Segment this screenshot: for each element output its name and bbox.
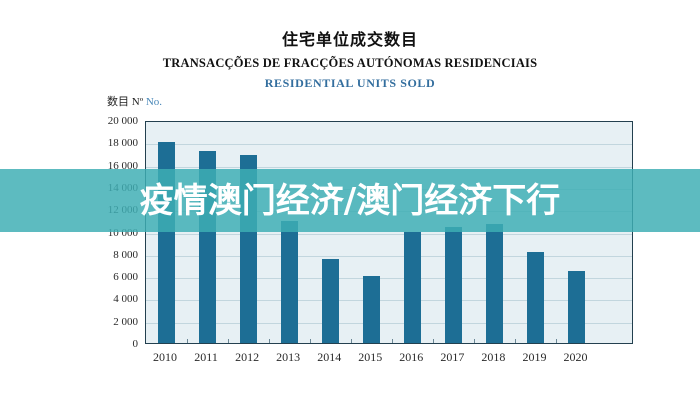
bar-2017	[444, 227, 462, 343]
gridline	[146, 278, 632, 280]
chart-title-chinese: 住宅单位成交数目	[281, 30, 418, 49]
x-axis-minor-tick	[227, 339, 229, 343]
bar-2014	[321, 259, 339, 343]
x-axis-minor-tick	[432, 339, 434, 343]
x-axis-minor-tick	[473, 339, 475, 343]
y-tick-label: 6 000	[113, 271, 138, 284]
bar-2013	[280, 221, 298, 343]
bar-2015	[362, 276, 380, 343]
y-axis-unit-en: No.	[145, 96, 163, 108]
x-tick-label: 2020	[563, 350, 588, 364]
bar-2020	[568, 270, 585, 343]
x-axis-minor-tick	[350, 339, 352, 343]
x-tick-label: 2013	[276, 350, 301, 364]
bar-2016	[403, 231, 421, 343]
x-tick-label: 2011	[194, 350, 218, 364]
gridline	[146, 233, 632, 235]
y-tick-label: 18 000	[107, 137, 138, 150]
x-axis-minor-tick	[514, 339, 516, 343]
x-axis-minor-tick	[186, 339, 188, 343]
x-axis-minor-tick	[391, 339, 393, 343]
y-tick-label: 2 000	[113, 315, 138, 328]
x-tick-label: 2014	[317, 350, 342, 364]
x-axis-minor-tick	[309, 339, 311, 343]
x-axis-minor-tick	[268, 339, 270, 343]
x-tick-label: 2015	[358, 350, 383, 364]
y-tick-label: 8 000	[113, 248, 138, 261]
gridline	[146, 166, 632, 168]
x-tick-label: 2016	[399, 350, 424, 364]
bar-chart-plot-area	[145, 121, 633, 344]
y-axis-unit-label: 数目 Nº No.	[107, 93, 162, 109]
gridline	[146, 144, 632, 146]
bar-2018	[485, 223, 503, 343]
chart-title-block: 住宅单位成交数目 TRANSACÇÕES DE FRACÇÕES AUTÓNOM…	[0, 26, 700, 91]
x-tick-label: 2018	[481, 350, 506, 364]
y-tick-label: 16 000	[107, 159, 138, 172]
x-tick-label: 2012	[235, 350, 260, 364]
bar-2019	[526, 251, 544, 343]
y-axis-unit-zh: 数目	[107, 96, 129, 108]
y-axis-unit-pt: Nº	[131, 96, 144, 108]
x-axis-minor-tick	[555, 339, 557, 343]
watermark-text: 疫情澳门经济/澳门经济下行	[139, 180, 561, 221]
y-tick-label: 20 000	[107, 115, 138, 127]
gridline	[146, 300, 632, 302]
watermark-band: 疫情澳门经济/澳门经济下行	[0, 169, 700, 232]
gridline	[146, 322, 632, 324]
x-tick-label: 2017	[440, 350, 465, 364]
y-tick-label: 0	[132, 338, 139, 350]
y-tick-label: 4 000	[113, 293, 138, 306]
x-tick-label: 2019	[522, 350, 547, 364]
chart-title-english: RESIDENTIAL UNITS SOLD	[264, 76, 436, 90]
x-tick-label: 2010	[153, 350, 177, 364]
gridline	[146, 255, 632, 257]
chart-title-portuguese: TRANSACÇÕES DE FRACÇÕES AUTÓNOMAS RESIDE…	[162, 56, 538, 70]
